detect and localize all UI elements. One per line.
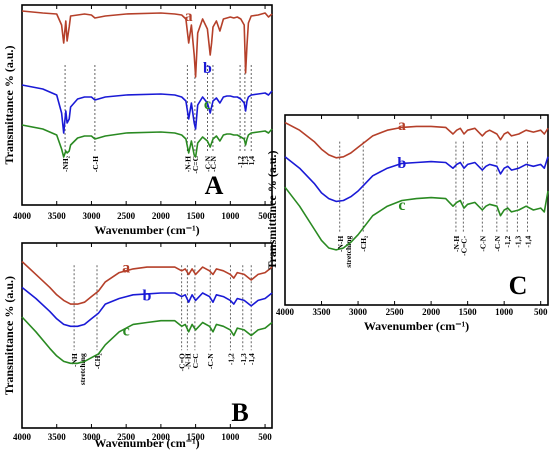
series-label-c: c bbox=[204, 96, 211, 113]
band-annotation: -1,2 bbox=[226, 353, 235, 365]
band-annotation: -N-H bbox=[452, 236, 461, 252]
y-axis-title: Transmittance % (a.u.) bbox=[2, 45, 16, 164]
x-tick-label: 4000 bbox=[276, 307, 295, 317]
y-axis-title: Transmittance % (a.u.) bbox=[2, 276, 16, 395]
series-line-b bbox=[21, 286, 273, 328]
x-tick-label: 2500 bbox=[117, 432, 136, 442]
band-annotation: -C=C- bbox=[459, 235, 468, 256]
series-label-a: a bbox=[398, 117, 406, 134]
band-annotation: -C-N bbox=[206, 353, 215, 369]
series-label-b: b bbox=[203, 60, 212, 77]
x-tick-label: 1500 bbox=[187, 432, 206, 442]
band-annotation: -C=C bbox=[191, 156, 200, 174]
band-annotation: -N-H bbox=[183, 156, 192, 172]
x-tick-label: 3500 bbox=[313, 307, 332, 317]
x-tick-label: 3500 bbox=[48, 432, 67, 442]
x-axis-title: Wavenumber (cm⁻¹) bbox=[94, 436, 199, 450]
series-line-a bbox=[21, 260, 273, 305]
series-line-b bbox=[284, 156, 549, 203]
x-tick-label: 500 bbox=[258, 211, 272, 221]
x-tick-label: 4000 bbox=[13, 432, 32, 442]
series-label-a: a bbox=[185, 8, 193, 25]
x-axis-title: Wavenumber (cm⁻¹) bbox=[364, 319, 469, 333]
x-tick-label: 1000 bbox=[221, 211, 240, 221]
series-line-b bbox=[21, 84, 273, 134]
band-annotation-second-line: stretching bbox=[344, 236, 353, 268]
ftir-panel-a: 4000 3500 3000 2500 2000 1500 1000 500 Wavenumbe… bbox=[2, 4, 273, 237]
series-label-a: a bbox=[122, 260, 130, 277]
x-tick-label: 2000 bbox=[152, 211, 171, 221]
x-tick-label: 1500 bbox=[187, 211, 206, 221]
band-annotation: -N-H bbox=[336, 236, 345, 252]
band-annotation: -NH bbox=[70, 353, 79, 367]
band-annotation: -CH₂ bbox=[359, 235, 368, 252]
band-annotation: -C-N bbox=[493, 235, 502, 251]
series-label-c: c bbox=[123, 323, 130, 340]
band-annotation: -NH₂ bbox=[61, 155, 70, 172]
series-label-b: b bbox=[143, 287, 152, 304]
series-label-c: c bbox=[398, 197, 405, 214]
band-annotation: -1,3 bbox=[239, 353, 248, 365]
band-annotation: -C-N bbox=[209, 155, 218, 171]
series-line-a bbox=[21, 10, 273, 78]
band-annotation: -1,3 bbox=[513, 236, 522, 248]
x-tick-label: 2500 bbox=[386, 307, 405, 317]
band-annotation: -C-N bbox=[478, 235, 487, 251]
band-annotation-second-line: stretching bbox=[78, 353, 87, 385]
ftir-panel-c: 4000 3500 3000 2500 2000 1500 1000 500 Wavenumbe… bbox=[265, 114, 549, 333]
series-line-a bbox=[284, 121, 549, 159]
band-annotation: 1,4 bbox=[247, 156, 256, 166]
series-line-c bbox=[21, 124, 273, 158]
x-tick-label: 1000 bbox=[495, 307, 514, 317]
band-annotation: C=C bbox=[191, 353, 200, 368]
x-tick-label: 2000 bbox=[152, 432, 171, 442]
x-tick-label: 2000 bbox=[422, 307, 441, 317]
x-tick-label: 3000 bbox=[82, 211, 101, 221]
y-axis-title: Transmittance % (a.u.) bbox=[265, 150, 279, 269]
band-annotation: -C-H bbox=[91, 156, 100, 172]
panel-letter: A bbox=[205, 171, 224, 200]
band-annotation: -1,4 bbox=[247, 353, 256, 365]
x-tick-label: 500 bbox=[534, 307, 548, 317]
series-label-b: b bbox=[397, 155, 406, 172]
band-annotation: -C-N bbox=[203, 155, 212, 171]
band-annotation: -1,2 bbox=[236, 156, 245, 168]
x-tick-label: 1000 bbox=[221, 432, 240, 442]
band-annotation: 1,3 bbox=[241, 156, 250, 166]
band-annotation: -N-H bbox=[183, 353, 192, 369]
band-annotation: -C=O bbox=[178, 353, 187, 371]
x-tick-label: 3500 bbox=[48, 211, 67, 221]
panel-letter: C bbox=[509, 271, 528, 300]
x-axis-title: Wavenumber (cm⁻¹) bbox=[94, 223, 199, 237]
panel-letter: B bbox=[231, 398, 248, 427]
band-annotation: -1,2 bbox=[503, 236, 512, 248]
ftir-panel-b: 4000 3500 3000 2500 2000 1500 1000 500 Wavenumbe… bbox=[2, 242, 273, 450]
x-tick-label: 3000 bbox=[82, 432, 101, 442]
band-annotation: -1,4 bbox=[524, 236, 533, 248]
series-line-c bbox=[284, 186, 549, 251]
x-tick-label: 1500 bbox=[459, 307, 478, 317]
x-tick-label: 500 bbox=[258, 432, 272, 442]
x-tick-label: 2500 bbox=[117, 211, 136, 221]
band-annotation: -CH₂ bbox=[93, 353, 102, 370]
series-line-c bbox=[21, 316, 273, 365]
x-tick-label: 4000 bbox=[13, 211, 32, 221]
x-tick-label: 3000 bbox=[349, 307, 368, 317]
